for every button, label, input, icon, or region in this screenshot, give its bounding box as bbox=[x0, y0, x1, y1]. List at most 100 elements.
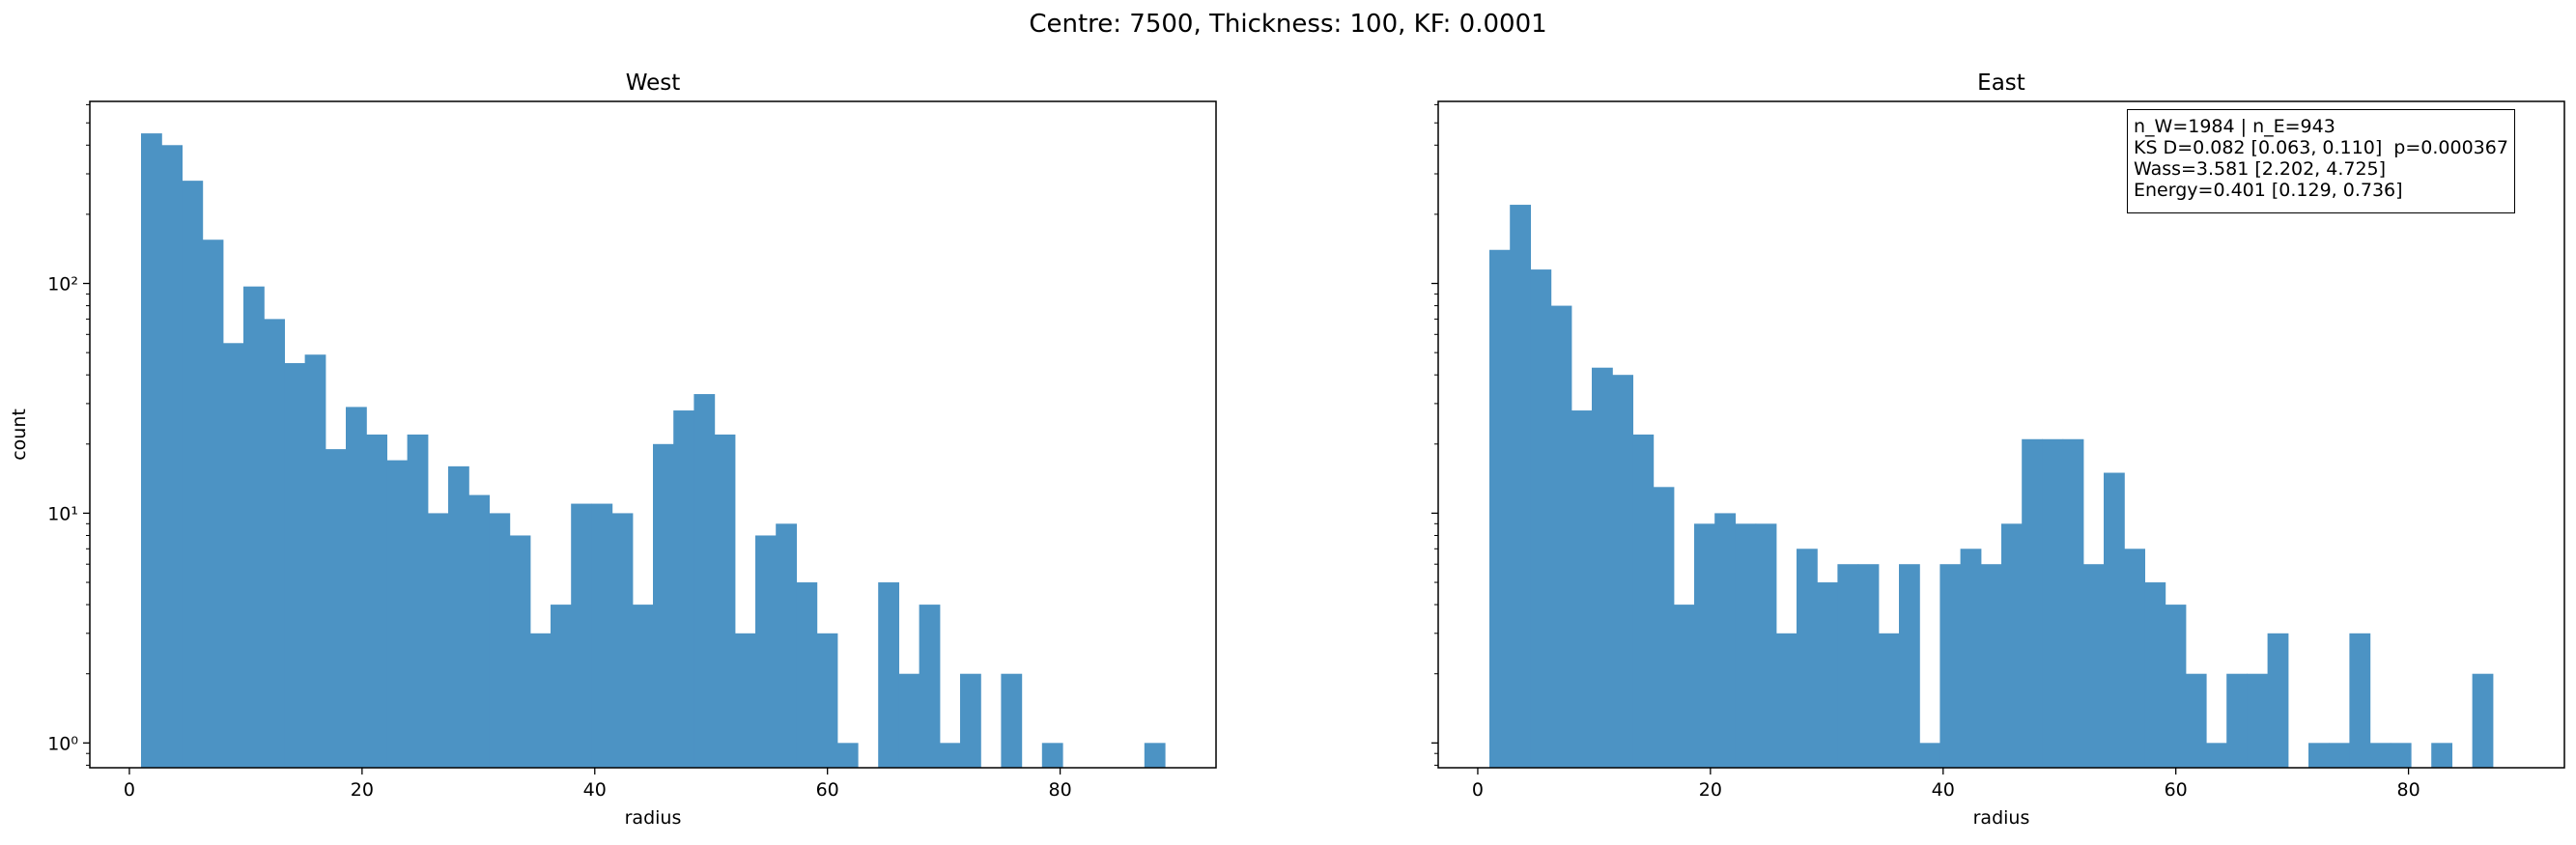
west-histogram-bar bbox=[182, 181, 204, 768]
east-histogram-bar bbox=[2472, 673, 2494, 768]
west-histogram-bar bbox=[960, 673, 981, 768]
west-histogram-bar bbox=[591, 503, 613, 768]
west-histogram-bar bbox=[611, 513, 634, 768]
east-histogram-bar bbox=[1571, 410, 1593, 768]
west-x-tick-label: 40 bbox=[583, 779, 607, 801]
east-histogram-bar bbox=[2369, 743, 2392, 768]
stats-line-counts: n_W=1984 | n_E=943 bbox=[2134, 116, 2335, 137]
east-histogram-bar bbox=[1837, 564, 1859, 768]
east-histogram-bar bbox=[2308, 743, 2330, 768]
east-histogram-bar bbox=[1899, 564, 1920, 768]
west-histogram-bar bbox=[919, 605, 941, 768]
west-x-tick-label: 60 bbox=[816, 779, 839, 801]
west-x-tick-label: 0 bbox=[124, 779, 135, 801]
east-histogram-bar bbox=[2390, 743, 2412, 768]
east-histogram-bar bbox=[1550, 305, 1572, 768]
east-x-axis-label: radius bbox=[1973, 807, 2030, 829]
west-x-tick-label: 20 bbox=[351, 779, 374, 801]
east-histogram-bar bbox=[2226, 673, 2248, 768]
west-histogram-bar bbox=[878, 582, 899, 768]
west-histogram-bar bbox=[939, 743, 961, 768]
east-histogram-bar bbox=[2247, 673, 2269, 768]
east-histogram-bar bbox=[1673, 605, 1695, 768]
east-histogram-bar bbox=[1797, 549, 1818, 768]
west-histogram-bar bbox=[407, 434, 429, 768]
west-panel-title: West bbox=[626, 70, 681, 96]
west-histogram-bar bbox=[468, 494, 490, 768]
panel-west: 0 20 40 60 80 10⁰ 10¹ 10² West radius count bbox=[9, 70, 1217, 829]
east-x-tick-label: 40 bbox=[1932, 779, 1955, 801]
west-histogram-bar bbox=[898, 673, 920, 768]
east-histogram-bar bbox=[2206, 743, 2227, 768]
west-histogram-bar bbox=[386, 460, 409, 768]
east-histogram-bar bbox=[2329, 743, 2350, 768]
east-histogram-bar bbox=[2001, 523, 2023, 768]
east-histogram-bar bbox=[1592, 367, 1613, 768]
east-x-tick-label: 60 bbox=[2165, 779, 2188, 801]
west-histogram-bar bbox=[796, 582, 818, 768]
west-x-tick-label: 80 bbox=[1048, 779, 1071, 801]
east-histogram-bar bbox=[1857, 564, 1880, 768]
east-histogram-bar bbox=[2185, 673, 2207, 768]
east-histogram-bar bbox=[1714, 513, 1736, 768]
west-x-axis-label: radius bbox=[625, 807, 682, 829]
east-histogram-bar bbox=[1653, 487, 1675, 768]
east-histogram-bar bbox=[2022, 438, 2043, 768]
west-histogram-bar bbox=[776, 523, 797, 768]
east-histogram-bar bbox=[1878, 633, 1900, 768]
west-y-tick-label: 10¹ bbox=[47, 503, 78, 524]
west-histogram-bar bbox=[694, 394, 716, 768]
west-histogram-bar bbox=[325, 449, 347, 768]
west-histogram-bar bbox=[653, 443, 674, 768]
east-histogram-bar bbox=[2062, 438, 2084, 768]
east-histogram-bar bbox=[1612, 375, 1633, 768]
east-histogram-bar bbox=[1694, 523, 1715, 768]
west-histogram-bar bbox=[304, 354, 326, 768]
west-histogram-bar bbox=[222, 343, 244, 768]
east-histogram-bar bbox=[1939, 564, 1962, 768]
west-histogram-bar bbox=[1041, 743, 1063, 768]
east-histogram-bar bbox=[2042, 438, 2064, 768]
west-y-axis-label: count bbox=[9, 408, 30, 461]
panel-east: 0 20 40 60 80 East radius bbox=[1431, 70, 2565, 829]
east-histogram-bar bbox=[2267, 633, 2289, 768]
stats-line-energy: Energy=0.401 [0.129, 0.736] bbox=[2134, 180, 2403, 201]
east-axes-frame bbox=[1437, 100, 2565, 769]
west-histogram-bar bbox=[632, 605, 654, 768]
east-histogram-bar bbox=[1735, 523, 1757, 768]
east-x-tick-label: 20 bbox=[1699, 779, 1722, 801]
stats-line-ks: KS D=0.082 [0.063, 0.110] p=0.000367 bbox=[2134, 137, 2508, 158]
west-histogram-bar bbox=[551, 605, 572, 768]
west-histogram-bar bbox=[755, 535, 777, 768]
west-histogram-bar bbox=[284, 363, 306, 768]
east-histogram-bar bbox=[2124, 549, 2145, 768]
west-histogram-bar bbox=[427, 513, 449, 768]
east-histogram-bar bbox=[2144, 582, 2166, 768]
east-histogram-bar bbox=[1980, 564, 2002, 768]
west-histogram-bar bbox=[509, 535, 531, 768]
east-histogram-bar bbox=[1960, 549, 1982, 768]
west-histogram-bar bbox=[202, 239, 224, 769]
east-histogram-bar bbox=[1775, 633, 1798, 768]
west-y-tick-label: 10⁰ bbox=[47, 733, 78, 754]
east-histogram-bar bbox=[1489, 249, 1511, 768]
east-histogram-bar bbox=[1817, 582, 1838, 768]
east-histogram-bar bbox=[1755, 523, 1777, 768]
east-histogram-bar bbox=[1530, 269, 1552, 768]
west-histogram-bar bbox=[1144, 743, 1166, 768]
east-histogram-bar bbox=[2082, 564, 2105, 768]
west-histogram-bar bbox=[529, 633, 552, 768]
west-histogram-bar bbox=[816, 633, 838, 768]
west-axes-frame bbox=[89, 100, 1217, 769]
west-histogram-bar bbox=[366, 434, 387, 768]
east-panel-title: East bbox=[1977, 70, 2025, 96]
west-histogram-bar bbox=[714, 434, 736, 768]
east-histogram-bar bbox=[1919, 743, 1940, 768]
west-histogram-bar bbox=[836, 743, 859, 768]
west-histogram-bar bbox=[346, 407, 367, 768]
stats-legend-box: n_W=1984 | n_E=943 KS D=0.082 [0.063, 0.… bbox=[2127, 109, 2515, 213]
east-histogram-bar bbox=[1510, 205, 1531, 768]
west-histogram-bar bbox=[673, 410, 694, 768]
west-histogram-bar bbox=[571, 503, 592, 768]
